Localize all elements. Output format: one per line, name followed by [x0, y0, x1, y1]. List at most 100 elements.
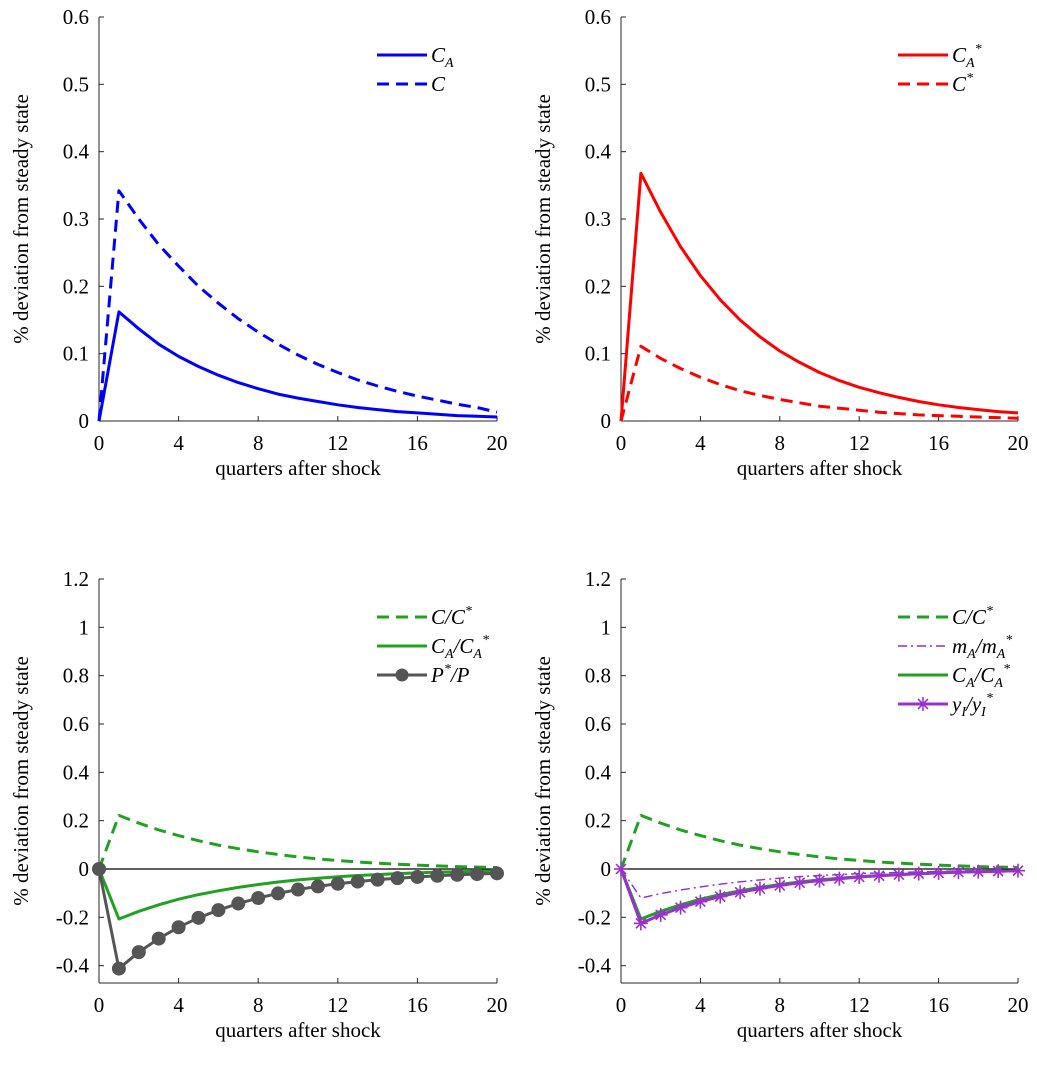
- y-tick-label: 0.6: [63, 712, 89, 736]
- y-tick-label: 0.3: [63, 207, 89, 231]
- y-tick-label: 0.2: [585, 274, 611, 298]
- y-tick-label: 0: [79, 409, 90, 433]
- y-axis-label: % deviation from steady state: [9, 94, 33, 344]
- x-tick-label: 12: [327, 431, 348, 455]
- series-point: [470, 867, 485, 882]
- series-point: [131, 945, 146, 960]
- y-tick-label: 1: [601, 615, 612, 639]
- series-point: [410, 869, 425, 884]
- x-tick-label: 20: [487, 993, 508, 1017]
- y-tick-label: -0.2: [578, 905, 611, 929]
- series-line-2: [97, 189, 498, 422]
- y-tick-label: -0.4: [578, 954, 612, 978]
- series-point: [191, 910, 206, 925]
- series-point: [330, 876, 345, 891]
- series-point: [713, 889, 728, 904]
- x-tick-label: 8: [775, 431, 786, 455]
- legend-label-1: C/C*: [431, 604, 472, 629]
- series-point: [733, 885, 748, 900]
- legend-label-1: CA*: [952, 42, 982, 71]
- x-tick-label: 16: [407, 993, 428, 1017]
- series-point: [271, 886, 286, 901]
- x-tick-label: 12: [849, 993, 870, 1017]
- x-tick-label: 4: [173, 993, 184, 1017]
- series-point: [872, 868, 887, 883]
- y-tick-label: 0.3: [585, 207, 611, 231]
- series-point: [772, 878, 787, 893]
- series-point: [752, 881, 767, 896]
- y-axis-label: % deviation from steady state: [9, 656, 33, 906]
- chart-panel-3: 0 4 8 12 16 20 -0.4 -0.2 0 0.2 0.4 0.6 0.8 1 1.2 quarte…: [9, 567, 508, 1042]
- y-tick-label: 0.6: [63, 5, 89, 29]
- series-point: [971, 864, 986, 879]
- legend: C/C* mA/mA*CA/CA*yI/yI*: [898, 604, 1012, 720]
- y-tick-label: 0.8: [585, 664, 611, 688]
- legend-label-2: C*: [952, 71, 973, 96]
- chart-panel-1: 0 4 8 12 16 20 0 0.1 0.2 0.3 0.4 0.5 0.6 quarters aft…: [9, 5, 508, 480]
- series-line-2: [619, 344, 1019, 422]
- x-tick-label: 16: [407, 431, 428, 455]
- x-tick-label: 0: [616, 431, 627, 455]
- legend-label-1: C/C*: [952, 604, 993, 629]
- x-axis-label: quarters after shock: [215, 456, 381, 480]
- legend-label-3: P*/P: [430, 662, 470, 687]
- x-tick-label: 16: [928, 993, 949, 1017]
- legend-marker: [916, 697, 930, 711]
- x-axis-label: quarters after shock: [215, 1018, 381, 1042]
- x-tick-label: 20: [487, 431, 508, 455]
- series-point: [111, 961, 126, 976]
- series-point: [310, 879, 325, 894]
- series-line-1: [97, 813, 498, 870]
- series-point: [151, 931, 166, 946]
- y-tick-label: 0: [601, 857, 612, 881]
- y-tick-label: 0: [601, 409, 612, 433]
- y-tick-label: 0.2: [585, 809, 611, 833]
- legend-label-2: mA/mA*: [952, 633, 1012, 662]
- series-point: [951, 865, 966, 880]
- y-tick-label: 0.6: [585, 5, 611, 29]
- series-point: [490, 866, 504, 881]
- series-point: [991, 864, 1006, 879]
- y-tick-label: 0.1: [585, 342, 611, 366]
- legend-label-3: CA/CA*: [952, 662, 1010, 691]
- series-point: [693, 894, 708, 909]
- y-tick-label: -0.4: [56, 954, 90, 978]
- y-tick-label: 0.6: [585, 712, 611, 736]
- x-tick-label: 4: [695, 993, 706, 1017]
- y-tick-label: 0: [79, 857, 90, 881]
- y-tick-label: 0.4: [63, 760, 90, 784]
- series-line-2: [97, 868, 498, 921]
- y-tick-label: -0.2: [56, 905, 89, 929]
- series-point: [370, 872, 385, 887]
- series-point: [450, 867, 465, 882]
- series-point: [1011, 863, 1025, 878]
- x-tick-label: 0: [94, 993, 105, 1017]
- series-line-1: [619, 171, 1019, 422]
- y-tick-label: 1.2: [585, 567, 611, 591]
- series-point: [251, 891, 266, 905]
- series-point: [931, 865, 946, 880]
- legend-label-2: C: [431, 72, 446, 96]
- series-point: [633, 916, 648, 931]
- series-point: [673, 900, 688, 915]
- series-point: [390, 871, 405, 886]
- y-axis-label: % deviation from steady state: [531, 94, 555, 344]
- x-tick-label: 12: [327, 993, 348, 1017]
- series-point: [653, 907, 668, 922]
- series-point: [171, 920, 186, 935]
- y-tick-label: 0.8: [63, 664, 89, 688]
- x-tick-label: 4: [695, 431, 706, 455]
- y-tick-label: 1.2: [63, 567, 89, 591]
- y-tick-label: 0.5: [63, 72, 89, 96]
- series-point: [211, 903, 226, 918]
- y-tick-label: 0.4: [585, 140, 612, 164]
- x-tick-label: 16: [928, 431, 949, 455]
- x-tick-label: 0: [616, 993, 627, 1017]
- x-tick-label: 20: [1008, 993, 1029, 1017]
- y-tick-label: 0.2: [63, 809, 89, 833]
- legend-label-2: CA/CA*: [431, 633, 489, 662]
- y-axis-label: % deviation from steady state: [531, 656, 555, 906]
- legend: C/C* CA/CA*P*/P: [377, 604, 489, 687]
- x-axis-label: quarters after shock: [737, 456, 903, 480]
- series-point: [852, 869, 867, 884]
